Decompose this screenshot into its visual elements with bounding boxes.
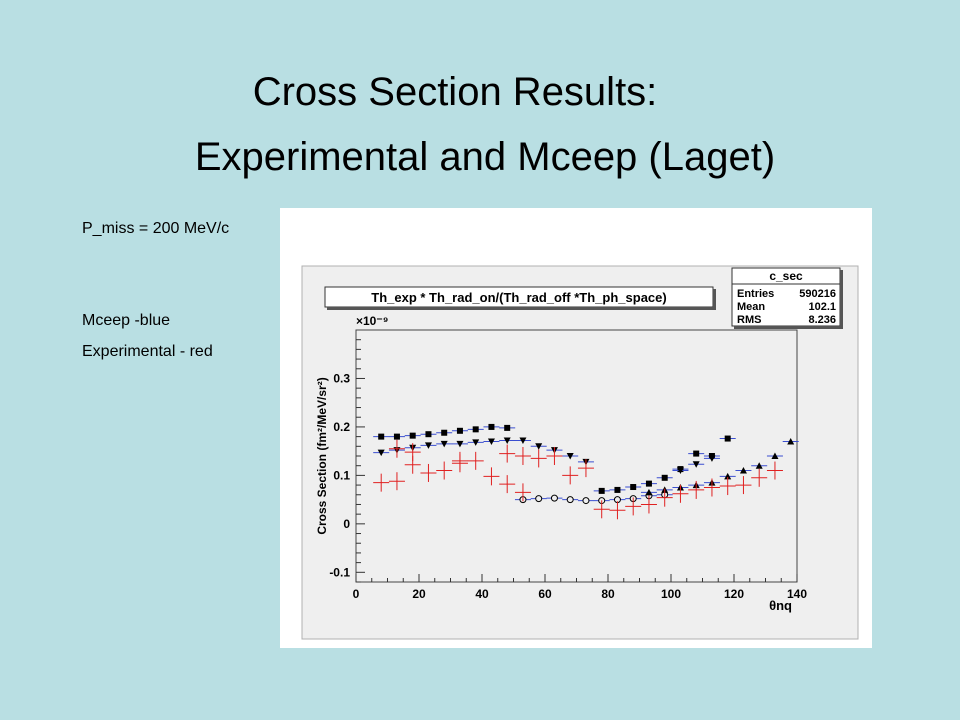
open-circle-marker (582, 497, 590, 505)
square-marker (504, 424, 511, 431)
x-tick-label: 20 (412, 587, 426, 601)
square-marker (614, 486, 621, 493)
x-axis-label: θnq (769, 598, 792, 613)
triangle-down-marker (566, 453, 574, 460)
mceep-legend-label: Mceep -blue (82, 312, 171, 329)
square-marker (488, 423, 495, 430)
triangle-down-marker (472, 439, 480, 446)
triangle-up-marker (787, 437, 795, 445)
square-marker (409, 432, 416, 439)
square-marker (378, 433, 385, 440)
experimental-legend-label: Experimental - red (82, 343, 213, 360)
x-tick-label: 120 (724, 587, 744, 601)
x-tick-label: 80 (601, 587, 615, 601)
stats-value-rms: 8.236 (808, 314, 836, 326)
x-tick-label: 0 (353, 587, 360, 601)
triangle-up-marker (739, 467, 747, 474)
pmiss-label: P_miss = 200 MeV/c (82, 220, 230, 237)
open-circle-marker (535, 495, 543, 503)
square-marker (645, 480, 652, 487)
triangle-down-marker (692, 461, 700, 468)
stats-box-shadow-bottom (734, 326, 843, 329)
square-marker (425, 431, 432, 438)
triangle-down-marker (503, 437, 511, 444)
root-histogram-figure: 0 20 40 60 80 100 120 140 -0.1 0 0.1 0.2 0.3 Th_exp … (280, 208, 872, 648)
x-tick-label: 40 (475, 587, 489, 601)
triangle-down-marker (424, 442, 432, 449)
data-markers (373, 423, 799, 520)
square-marker (393, 433, 400, 440)
triangle-up-marker (645, 488, 653, 496)
y-tick-label: 0.1 (333, 468, 350, 482)
square-marker (456, 427, 463, 434)
stats-value-entries: 590216 (799, 288, 836, 300)
axes-ticks: 0 20 40 60 80 100 120 140-0.100.10.20.3 (329, 339, 807, 601)
title-box-shadow (713, 289, 716, 309)
y-exponent-label: ×10⁻⁹ (356, 314, 388, 328)
open-circle-marker (566, 496, 574, 504)
triangle-down-marker (535, 443, 543, 450)
chart-title: Th_exp * Th_rad_on/(Th_rad_off *Th_ph_sp… (371, 290, 666, 305)
triangle-down-marker (708, 455, 716, 462)
square-marker (441, 429, 448, 436)
triangle-down-marker (676, 467, 684, 475)
triangle-down-marker (440, 440, 448, 448)
stats-label-rms: RMS (737, 314, 761, 326)
triangle-down-marker (487, 438, 495, 445)
triangle-up-marker (771, 452, 779, 459)
x-tick-label: 60 (538, 587, 552, 601)
triangle-down-marker (519, 437, 527, 444)
triangle-up-marker (724, 472, 732, 480)
stats-value-mean: 102.1 (808, 301, 836, 313)
slide-title-line1: Cross Section Results: (252, 70, 658, 114)
y-tick-label: 0.2 (333, 420, 350, 434)
square-marker (598, 487, 605, 494)
x-tick-label: 100 (661, 587, 681, 601)
triangle-up-marker (755, 462, 763, 469)
square-marker (472, 426, 479, 433)
y-tick-label: 0 (343, 517, 350, 531)
y-tick-label: 0.3 (333, 371, 350, 385)
open-circle-marker (550, 494, 558, 502)
y-tick-label: -0.1 (329, 565, 350, 579)
slide-title-line2: Experimental and Mceep (Laget) (194, 135, 776, 179)
cross-section-plot: 0 20 40 60 80 100 120 140-0.100.10.20.3 Th_exp … (301, 265, 859, 640)
stats-box-shadow (840, 270, 843, 329)
square-marker (724, 435, 731, 442)
stats-box-name: c_sec (769, 269, 803, 283)
title-box-shadow-bottom (327, 307, 716, 310)
stats-label-entries: Entries (737, 288, 774, 300)
y-axis-label: Cross Section (fm²/MeV/sr²) (315, 377, 329, 534)
x-tick-label: 140 (787, 587, 807, 601)
stats-label-mean: Mean (737, 301, 765, 313)
square-marker (630, 484, 637, 491)
square-marker (661, 474, 668, 481)
triangle-down-marker (456, 440, 464, 448)
square-marker (693, 450, 700, 457)
triangle-down-marker (377, 449, 385, 457)
